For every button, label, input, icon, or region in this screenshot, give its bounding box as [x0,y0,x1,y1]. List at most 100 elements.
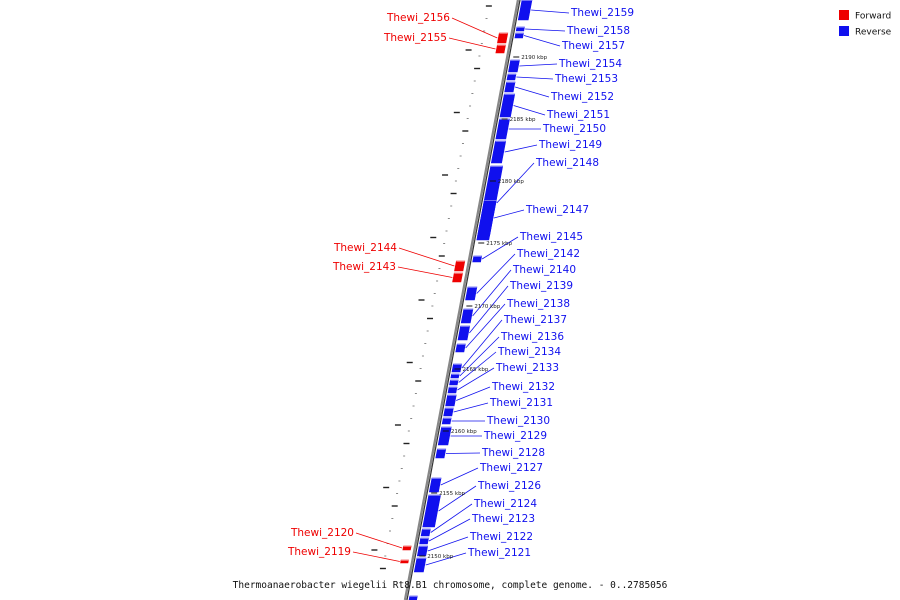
gene-blocks [400,0,533,600]
gene-block [457,325,471,341]
leader-line [519,63,558,67]
gene-block [515,26,525,32]
gene-label: Thewi_2144 [333,242,397,254]
leader-line [445,452,481,454]
leader-line [481,236,519,260]
gene-label: Thewi_2122 [469,531,533,543]
axis-line [403,0,520,600]
gene-block [490,140,507,164]
tick-label: 2160 kbp [451,429,477,435]
leader-line [469,285,509,334]
gene-block [451,363,463,373]
gene-label: Thewi_2156 [386,12,450,24]
leader-line [456,386,491,401]
legend-label-forward: Forward [855,12,891,22]
gene-block [455,343,466,353]
gene-label: Thewi_2131 [489,397,553,409]
leader-line [457,367,495,391]
leader-line [461,319,503,369]
leader-line [493,209,525,219]
gene-block [413,557,427,573]
leader-line [355,532,403,549]
gene-block [472,255,483,263]
gene-label: Thewi_2124 [473,498,537,510]
gene-labels: Thewi_2159 Thewi_2158 Thewi_2157 Thewi_2156… [287,7,634,559]
leader-line [513,105,546,116]
leader-line [465,303,506,349]
gene-block [495,44,506,54]
leader-line [451,17,498,39]
leader-line [397,266,453,278]
gene-block [445,394,457,407]
gene-block [435,448,447,459]
leader-line [438,485,477,512]
leader-line [476,253,516,294]
leader-lines [352,9,570,566]
leader-line [427,536,469,552]
gene-block [465,286,478,301]
gene-label: Thewi_2134 [497,346,561,358]
gene-block [517,0,533,21]
gene-label: Thewi_2133 [495,362,559,374]
gene-label: Thewi_2130 [486,415,550,427]
scale-ticks: 2190 kbp 2185 kbp 2180 kbp 2175 kbp 2170 kbp… [419,55,548,560]
gene-label: Thewi_2126 [477,480,541,492]
leader-line [398,247,455,267]
gene-block [437,426,452,446]
gene-label: Thewi_2120 [290,527,354,539]
leader-line [531,9,570,14]
leader-line [458,351,497,383]
chromosome-axis [403,0,521,600]
gene-label: Thewi_2129 [483,430,547,442]
gene-label: Thewi_2152 [550,91,614,103]
leader-line [504,144,538,153]
gene-block [504,81,516,93]
gene-block [477,199,497,237]
gene-block [495,118,510,140]
gene-block [420,528,431,537]
gene-label: Thewi_2138 [506,298,570,310]
leader-line [496,162,535,204]
gene-block [454,260,466,272]
gene-label: Thewi_2136 [500,331,564,343]
gene-label: Thewi_2123 [471,513,535,525]
leader-line [525,28,566,32]
gene-block [497,32,509,44]
legend-label-reverse: Reverse [855,28,892,38]
gene-block [443,407,454,417]
gene-label: Thewi_2159 [570,7,634,19]
caption: Thermoanaerobacter wiegelii Rt8.B1 chrom… [233,580,668,591]
legend-swatch-forward [839,10,849,20]
gene-label: Thewi_2145 [519,231,583,243]
gene-label: Thewi_2150 [542,123,606,135]
leader-line [516,76,554,80]
gene-block [422,494,441,528]
leader-line [425,552,467,566]
gene-block [408,595,418,600]
legend: Forward Reverse [839,10,892,38]
gene-label: Thewi_2149 [538,139,602,151]
gene-block [447,386,458,394]
gene-label: Thewi_2140 [512,264,576,276]
tick-label: 2175 kbp [486,241,512,247]
gene-label: Thewi_2154 [558,58,622,70]
gene-block [441,417,452,425]
gene-block [452,272,463,283]
gene-block [419,537,429,545]
gene-label: Thewi_2121 [467,547,531,559]
gene-label: Thewi_2147 [525,204,589,216]
leader-line [440,467,479,486]
gene-block [449,379,459,386]
leader-line [459,336,500,377]
leader-line [472,269,512,317]
tick-label: 2165 kbp [463,367,489,373]
gene-block [514,32,524,39]
gene-block [460,308,474,324]
tick-label: 2180 kbp [498,179,524,185]
gene-block [428,477,442,493]
tick-label: 2185 kbp [510,117,536,123]
scale-dots [371,5,492,570]
leader-line [352,551,400,562]
gene-label: Thewi_2158 [566,25,630,37]
tick-label: 2155 kbp [439,491,465,497]
